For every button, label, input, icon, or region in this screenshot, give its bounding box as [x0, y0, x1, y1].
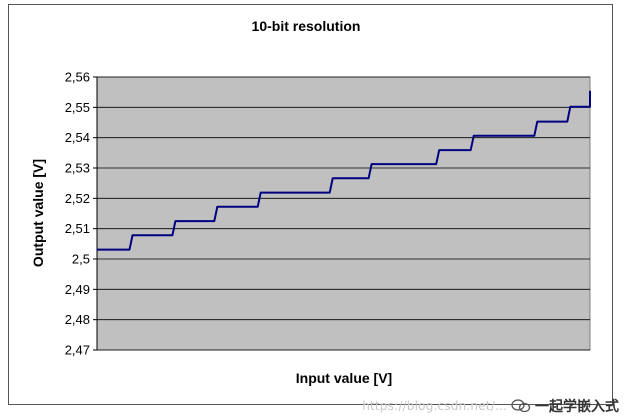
series-line [97, 90, 591, 251]
x-axis-label: Input value [V] [296, 370, 392, 386]
y-tick-label: 2,5 [72, 252, 90, 267]
wechat-icon [511, 399, 531, 413]
gridlines [97, 76, 590, 351]
y-tick-label: 2,54 [65, 130, 90, 145]
watermark-url: https://blog.csdn.net/... [362, 399, 507, 413]
chart-title: 10-bit resolution [252, 18, 361, 34]
watermark-brand: 一起学嵌入式 [535, 399, 619, 415]
series-layer [97, 90, 591, 251]
y-tick-label: 2,51 [65, 221, 90, 236]
y-axis-label: Output value [V] [30, 159, 46, 267]
plot-area [96, 76, 591, 351]
y-tick-label: 2,47 [65, 343, 90, 358]
y-axis-ticks: 2,47 2,48 2,49 2,5 2,51 2,52 2,53 2,54 2,55 2,56 [65, 70, 98, 358]
y-tick-label: 2,55 [65, 100, 90, 115]
y-tick-label: 2,53 [65, 161, 90, 176]
y-tick-label: 2,52 [65, 191, 90, 206]
y-tick-label: 2,49 [65, 282, 90, 297]
y-tick-label: 2,48 [65, 312, 90, 327]
y-tick-label: 2,56 [65, 70, 90, 85]
watermark: https://blog.csdn.net/... 一起学嵌入式 [362, 396, 619, 416]
